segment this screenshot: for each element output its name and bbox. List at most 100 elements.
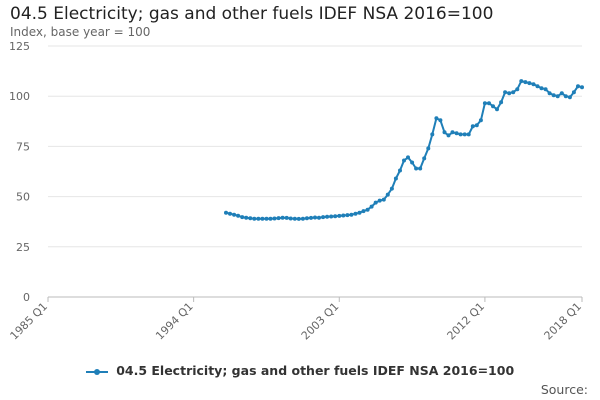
- y-tick-label: 0: [23, 291, 30, 304]
- data-point: [345, 213, 350, 218]
- data-point: [571, 90, 576, 95]
- data-point: [260, 216, 265, 221]
- x-tick-label: 2003 Q1: [299, 300, 342, 343]
- data-point: [442, 130, 447, 135]
- data-point: [470, 124, 475, 129]
- data-point: [256, 216, 261, 221]
- data-point: [474, 123, 479, 128]
- data-point: [527, 81, 532, 86]
- data-point: [567, 95, 572, 100]
- data-point: [321, 215, 326, 220]
- x-tick-label: 1985 Q1: [8, 300, 51, 343]
- data-point: [333, 214, 338, 219]
- data-point: [499, 100, 504, 105]
- data-point: [317, 215, 321, 220]
- data-point: [446, 133, 451, 138]
- data-point: [325, 214, 330, 219]
- data-point: [422, 156, 427, 161]
- data-point: [304, 216, 309, 221]
- data-point: [434, 116, 439, 121]
- data-point: [531, 82, 536, 87]
- data-point: [438, 118, 443, 123]
- data-point: [353, 211, 358, 216]
- data-point: [373, 200, 378, 205]
- data-point: [224, 210, 228, 215]
- data-point: [402, 158, 406, 163]
- data-point: [268, 216, 273, 221]
- data-point: [559, 91, 564, 96]
- data-point: [349, 212, 354, 217]
- data-point: [276, 216, 281, 221]
- data-point: [515, 87, 520, 92]
- data-point: [389, 186, 394, 191]
- data-point: [551, 93, 556, 98]
- legend[interactable]: 04.5 Electricity; gas and other fuels ID…: [0, 363, 600, 378]
- data-point: [236, 213, 241, 218]
- data-point: [264, 216, 269, 221]
- data-point: [430, 132, 435, 137]
- data-point: [580, 85, 584, 90]
- data-point: [547, 91, 552, 96]
- data-point: [450, 130, 455, 135]
- data-point: [296, 216, 301, 221]
- data-point: [535, 84, 540, 89]
- data-point: [454, 131, 459, 136]
- data-point: [482, 101, 487, 106]
- data-point: [495, 107, 499, 112]
- data-point: [228, 211, 232, 216]
- data-point: [341, 213, 346, 218]
- data-point: [313, 215, 317, 220]
- axes: [47, 296, 583, 302]
- data-point: [555, 94, 560, 99]
- y-tick-label: 50: [16, 191, 30, 204]
- data-point: [284, 215, 289, 220]
- data-point: [462, 132, 467, 137]
- data-point: [543, 87, 548, 92]
- series-line: [225, 80, 583, 220]
- data-point: [414, 166, 419, 171]
- data-point: [418, 166, 423, 171]
- legend-marker-icon: [85, 368, 108, 375]
- data-point: [511, 90, 516, 95]
- gridlines: [48, 45, 582, 248]
- y-tick-label: 125: [9, 40, 30, 53]
- data-point: [377, 198, 382, 203]
- data-point: [519, 79, 524, 84]
- data-point: [329, 214, 334, 219]
- data-point: [369, 204, 374, 209]
- data-point: [248, 216, 253, 221]
- data-point: [393, 176, 398, 181]
- data-point: [426, 146, 431, 151]
- data-point: [337, 213, 342, 218]
- data-point: [365, 207, 370, 212]
- data-point: [491, 104, 495, 109]
- data-point: [244, 215, 249, 220]
- data-point: [292, 216, 297, 221]
- data-point: [410, 160, 415, 165]
- data-point: [272, 216, 277, 221]
- data-point: [309, 215, 313, 220]
- source-label: Source:: [540, 382, 588, 397]
- x-tick-labels: 1985 Q1 1994 Q1 2003 Q1 2012 Q1 2018 Q1: [8, 300, 585, 343]
- data-point: [503, 90, 508, 95]
- series-group: [224, 79, 584, 221]
- data-point: [523, 80, 528, 85]
- y-tick-label: 100: [9, 90, 30, 103]
- data-point: [385, 192, 390, 197]
- data-point: [252, 216, 257, 221]
- data-point: [240, 215, 245, 220]
- data-point: [478, 118, 483, 123]
- y-tick-label: 25: [16, 241, 30, 254]
- data-point: [300, 216, 305, 221]
- data-point: [381, 197, 386, 202]
- data-point: [458, 132, 463, 137]
- x-tick-label: 1994 Q1: [153, 300, 196, 343]
- data-point: [361, 209, 366, 214]
- data-point: [398, 168, 402, 173]
- y-tick-label: 75: [16, 140, 30, 153]
- legend-label: 04.5 Electricity; gas and other fuels ID…: [116, 363, 515, 378]
- y-tick-labels: 0 25 50 75 100 125: [9, 40, 30, 304]
- data-point: [406, 155, 410, 160]
- data-point: [487, 101, 491, 106]
